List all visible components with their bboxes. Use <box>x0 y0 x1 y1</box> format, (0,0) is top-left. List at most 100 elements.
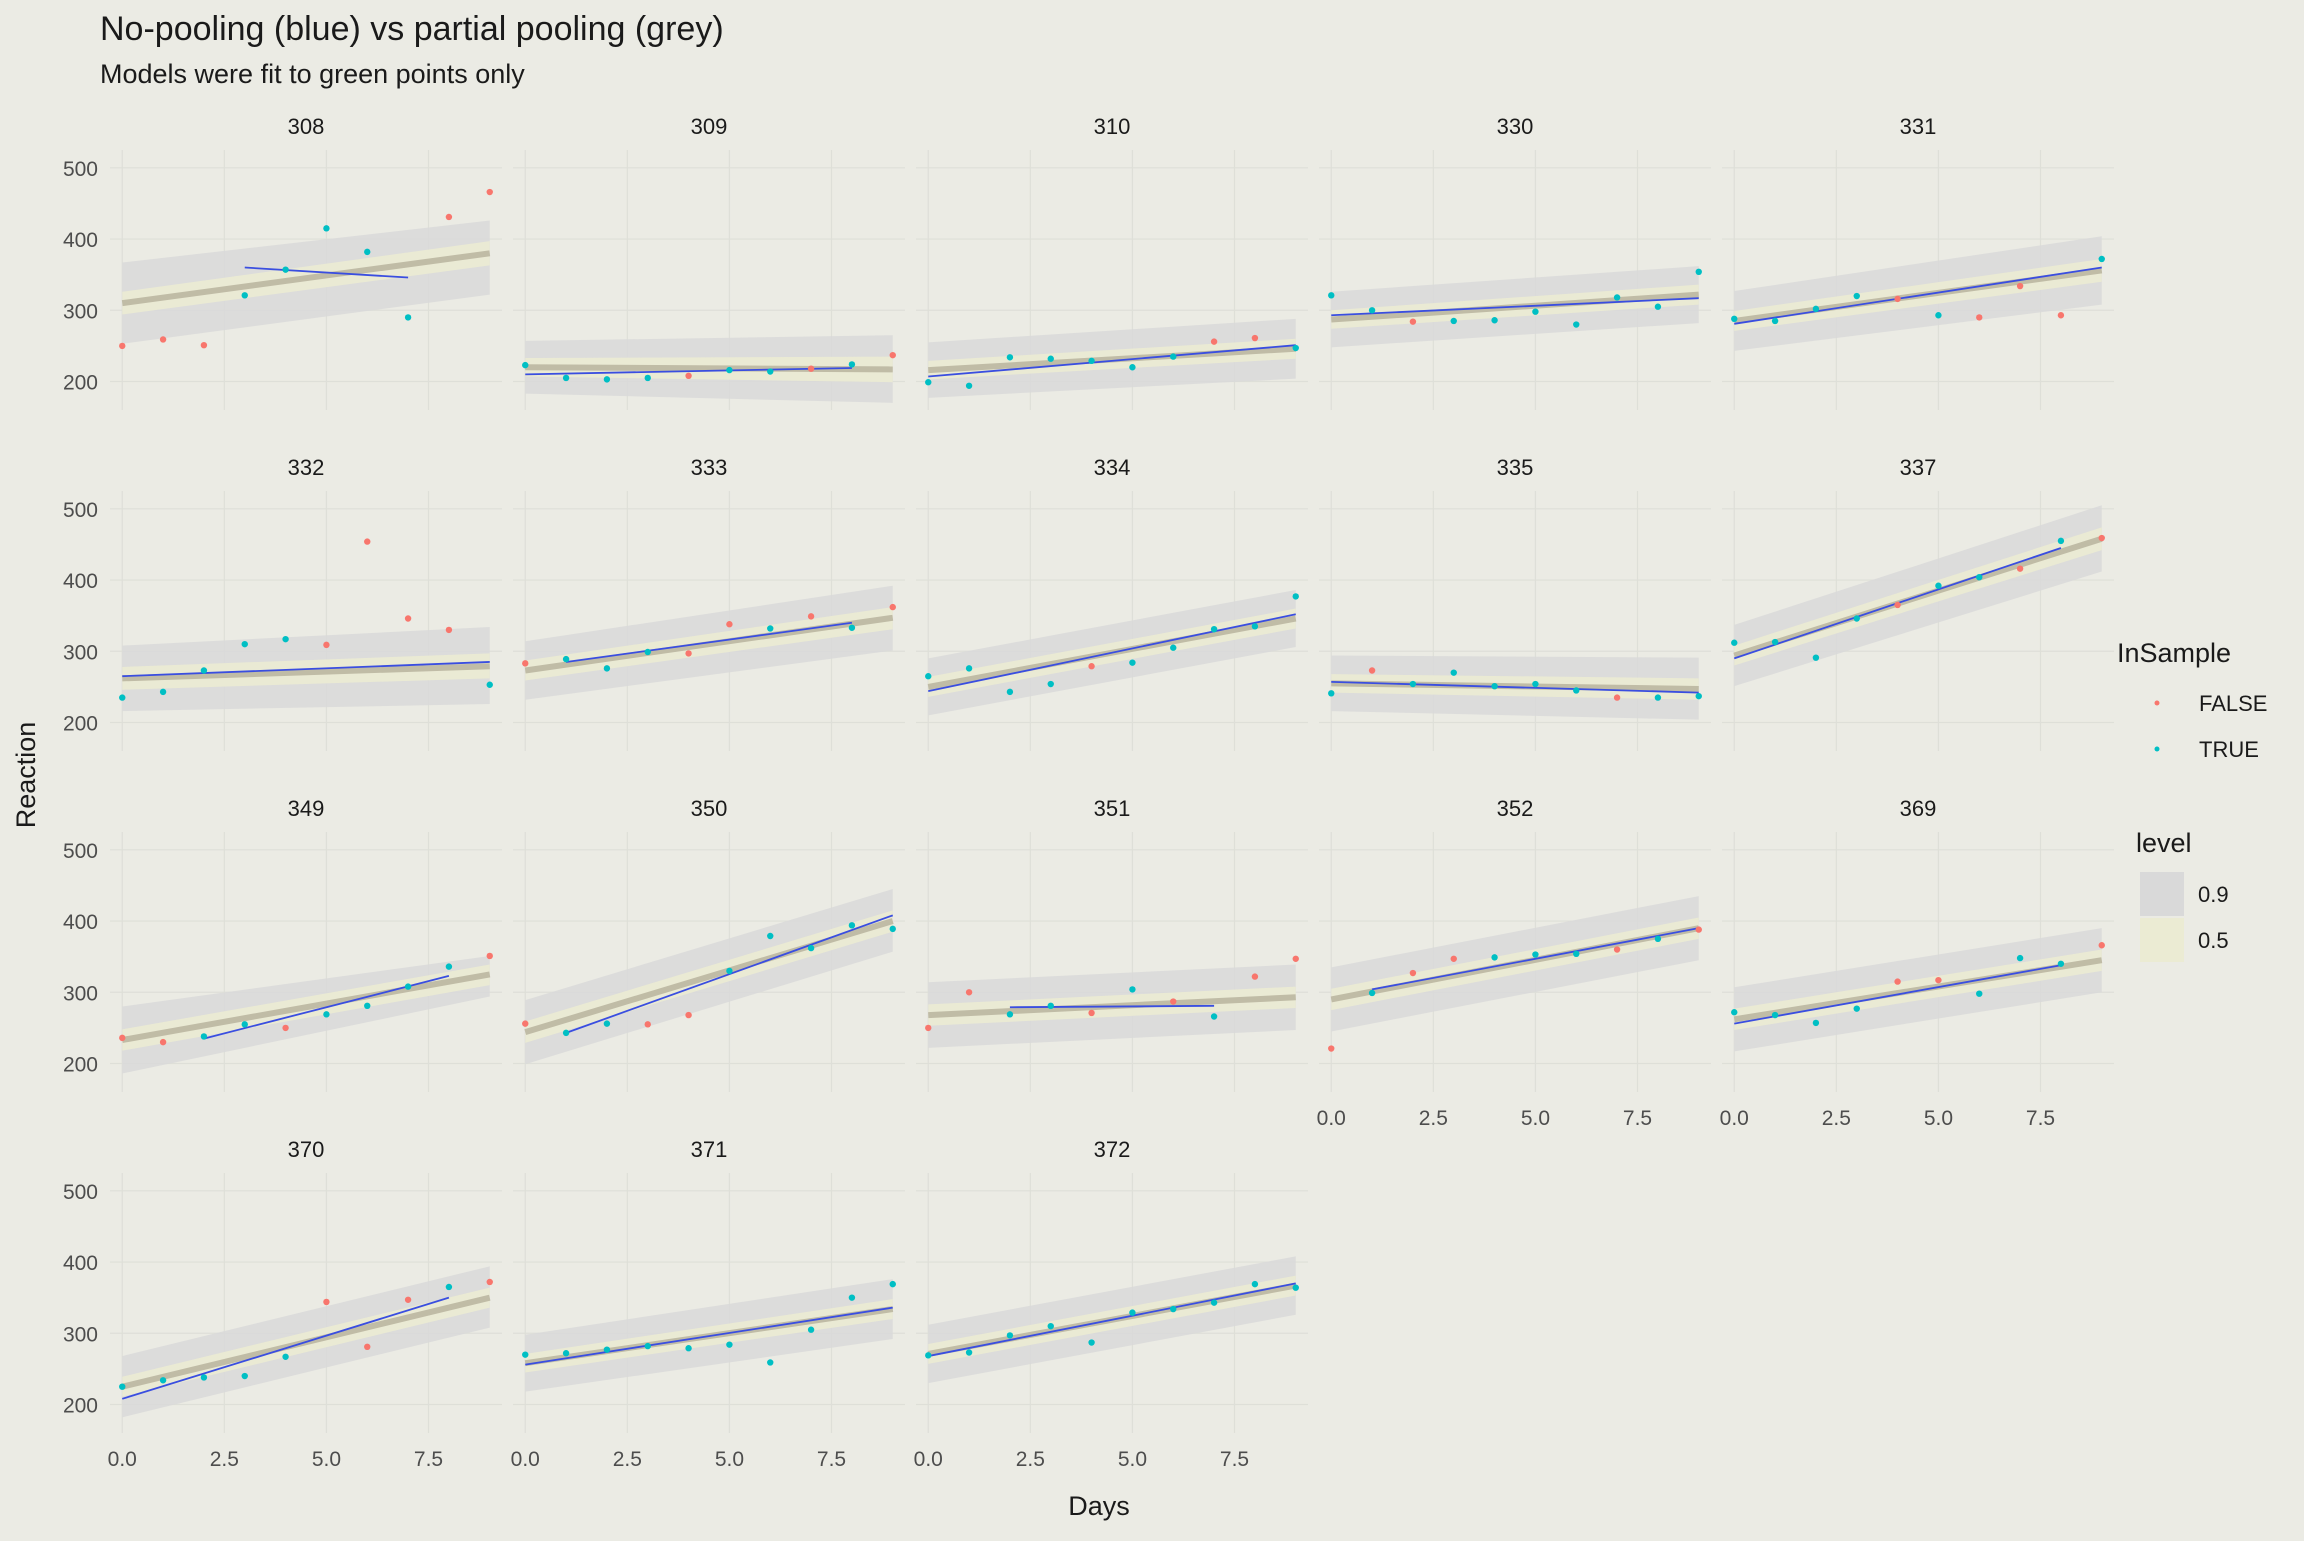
data-point <box>848 922 856 929</box>
data-point <box>1935 976 1942 984</box>
no-pooling-line <box>928 1282 1296 1357</box>
data-point <box>889 1280 896 1288</box>
data-point <box>404 1296 412 1303</box>
data-point <box>200 1374 208 1381</box>
y-tick-label: 400 <box>63 229 98 252</box>
x-tick-label: 5.0 <box>1521 1107 1550 1130</box>
data-point <box>925 673 932 680</box>
data-point <box>726 1341 733 1348</box>
data-point <box>1976 573 1983 581</box>
data-point <box>685 372 692 380</box>
data-point <box>1292 1284 1299 1291</box>
facet-label-332: 332 <box>288 455 325 480</box>
data-point <box>486 681 493 688</box>
y-tick-label: 300 <box>63 982 98 1005</box>
data-point <box>603 376 611 383</box>
data-point <box>889 925 896 933</box>
data-point <box>1006 688 1014 696</box>
no-pooling-line <box>1331 297 1699 317</box>
data-point <box>2057 312 2065 319</box>
y-tick-label: 500 <box>63 499 98 522</box>
no-pooling-line <box>1009 1004 1215 1009</box>
data-point <box>1812 1019 1820 1027</box>
data-point <box>925 379 932 386</box>
data-point <box>522 361 529 369</box>
data-point <box>241 640 248 648</box>
facet-panel-369: 369 0.0 2.5 5.0 7.5 <box>1720 796 2114 1130</box>
data-point <box>925 1352 932 1359</box>
data-point <box>522 1020 529 1027</box>
x-tick-label: 2.5 <box>613 1448 642 1471</box>
data-point <box>1695 926 1702 933</box>
x-tick-label: 2.5 <box>210 1448 239 1471</box>
data-point <box>1006 1332 1014 1339</box>
data-point <box>2057 537 2065 545</box>
data-point <box>1047 1322 1054 1330</box>
facet-panel-352: 352 0.0 2.5 5.0 7.5 <box>1317 796 1711 1130</box>
data-point <box>1088 1339 1095 1346</box>
x-tick-label: 5.0 <box>715 1448 744 1471</box>
data-point <box>1210 1013 1218 1020</box>
data-point <box>119 694 126 701</box>
no-pooling-line <box>928 344 1296 378</box>
data-point <box>1613 694 1621 701</box>
data-point <box>1976 314 1983 321</box>
data-point <box>323 1298 330 1306</box>
data-point <box>1047 1002 1054 1010</box>
data-point <box>965 665 973 672</box>
y-axis-title: Reaction <box>11 722 41 829</box>
x-tick-label: 0.0 <box>914 1448 943 1471</box>
data-point <box>848 1294 856 1301</box>
x-tick-label: 2.5 <box>1016 1448 1045 1471</box>
facet-label-349: 349 <box>288 796 325 821</box>
facet-label-352: 352 <box>1497 796 1534 821</box>
data-point <box>1853 615 1860 622</box>
data-point <box>1368 667 1376 674</box>
data-point <box>1731 315 1738 323</box>
data-point <box>1292 955 1299 962</box>
data-point <box>1812 654 1820 661</box>
data-point <box>1047 680 1054 688</box>
data-point <box>282 1024 289 1032</box>
data-point <box>925 1024 932 1032</box>
x-tick-label: 5.0 <box>1118 1448 1147 1471</box>
legend-level-90-key <box>2140 872 2184 916</box>
data-point <box>726 967 733 975</box>
data-point <box>282 635 289 643</box>
chart-subtitle: Models were fit to green points only <box>100 59 525 89</box>
data-point <box>1210 1299 1218 1306</box>
data-point <box>1368 989 1376 997</box>
facets-layer: 308 200 300 400 500 309 310 330 331 332 200 300 400 5… <box>63 114 2114 1471</box>
data-point <box>1771 317 1779 325</box>
data-point <box>807 613 815 620</box>
facet-panel-310: 310 <box>916 114 1308 410</box>
pooled-line <box>121 971 491 1043</box>
data-point <box>159 336 167 343</box>
data-point <box>1047 355 1054 362</box>
data-point <box>603 1346 611 1353</box>
data-point <box>364 248 371 256</box>
facet-panel-372: 372 0.0 2.5 5.0 7.5 <box>914 1137 1308 1471</box>
data-point <box>1129 1309 1136 1316</box>
data-point <box>159 688 167 696</box>
data-point <box>522 660 529 667</box>
data-point <box>2016 954 2024 962</box>
data-point <box>522 1351 529 1358</box>
facet-label-334: 334 <box>1094 455 1131 480</box>
no-pooling-line <box>244 266 409 279</box>
facet-label-370: 370 <box>288 1137 325 1162</box>
facet-label-309: 309 <box>691 114 728 139</box>
data-point <box>1532 680 1539 688</box>
data-point <box>2098 255 2105 263</box>
data-point <box>1573 321 1580 328</box>
x-tick-label: 2.5 <box>1822 1107 1851 1130</box>
facet-panel-308: 308 200 300 400 500 <box>63 114 502 410</box>
data-point <box>1695 692 1702 700</box>
x-tick-label: 0.0 <box>511 1448 540 1471</box>
data-point <box>2016 565 2024 572</box>
data-point <box>364 1002 371 1010</box>
x-tick-label: 7.5 <box>1220 1448 1249 1471</box>
data-point <box>644 648 651 656</box>
